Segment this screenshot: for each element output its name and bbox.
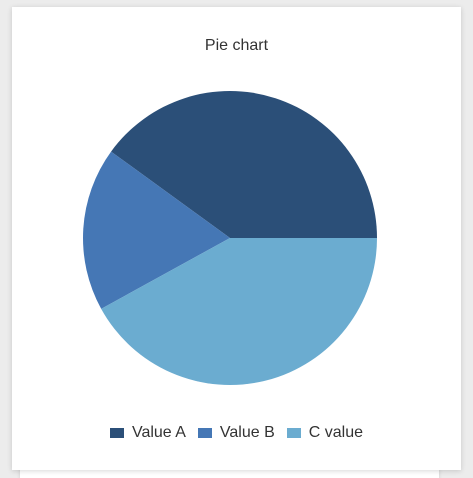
legend-item-c-value[interactable]: C value	[286, 424, 364, 442]
legend-label-value-a: Value A	[131, 424, 186, 441]
chart-card: Pie chart Value A Value B C value	[12, 7, 461, 470]
pie-slice-value-b[interactable]	[82, 151, 230, 309]
pie-chart	[82, 91, 378, 385]
pie-slice-value-a[interactable]	[111, 91, 378, 238]
chart-title: Pie chart	[204, 37, 269, 54]
pie-slice-c-value[interactable]	[101, 238, 377, 385]
legend-swatch-value-b	[197, 428, 212, 438]
legend-label-c-value: C value	[308, 424, 364, 441]
legend-label-value-b: Value B	[219, 424, 275, 441]
legend-swatch-value-a	[109, 428, 124, 438]
chart-legend: Value A Value B C value	[12, 424, 461, 442]
legend-item-value-b[interactable]: Value B	[197, 424, 275, 442]
legend-swatch-c-value	[286, 428, 301, 438]
legend-item-value-a[interactable]: Value A	[109, 424, 186, 442]
